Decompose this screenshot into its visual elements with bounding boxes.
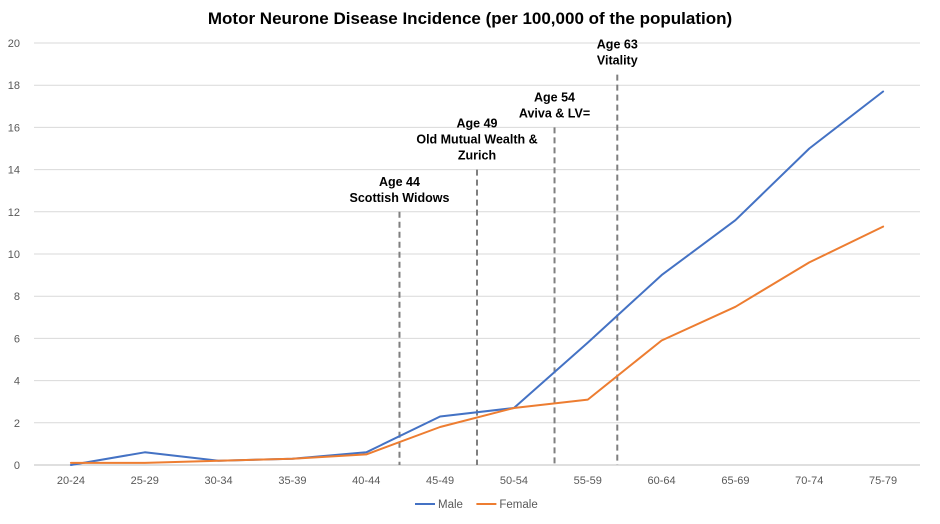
y-tick-label: 12 (8, 207, 20, 219)
y-tick-label: 14 (8, 165, 20, 177)
legend-label: Male (438, 499, 463, 511)
x-tick-label: 35-39 (278, 475, 306, 487)
y-tick-label: 0 (14, 460, 20, 472)
y-tick-label: 8 (14, 291, 20, 303)
annotation-label: Scottish Widows (350, 191, 450, 205)
series-line-male (69, 90, 885, 466)
series-line-female (69, 225, 885, 464)
y-tick-label: 6 (14, 333, 20, 345)
annotation-label: Vitality (597, 54, 638, 68)
x-tick-label: 50-54 (500, 475, 528, 487)
annotations: Age 44 Scottish Widows Age 49 Old Mutual We… (350, 38, 638, 465)
y-axis-ticks: 0 2 4 6 8 10 12 14 16 18 20 (8, 38, 20, 472)
annotation-label: Old Mutual Wealth & (416, 133, 537, 147)
chart-title: Motor Neurone Disease Incidence (per 100… (208, 9, 732, 28)
x-tick-label: 70-74 (795, 475, 823, 487)
x-tick-label: 60-64 (648, 475, 676, 487)
series-lines (69, 90, 885, 466)
y-tick-label: 10 (8, 249, 20, 261)
annotation-label: Age 63 (597, 38, 638, 52)
annotation-label: Age 49 (457, 117, 498, 131)
annotation-label: Zurich (458, 149, 496, 163)
y-tick-label: 18 (8, 80, 20, 92)
y-tick-label: 20 (8, 38, 20, 50)
x-tick-label: 65-69 (721, 475, 749, 487)
x-tick-label: 45-49 (426, 475, 454, 487)
y-tick-label: 16 (8, 122, 20, 134)
x-tick-label: 55-59 (574, 475, 602, 487)
x-tick-label: 75-79 (869, 475, 897, 487)
annotation-label: Age 44 (379, 175, 420, 189)
x-tick-label: 20-24 (57, 475, 85, 487)
y-tick-label: 4 (14, 376, 20, 388)
x-axis-ticks: 20-24 25-29 30-34 35-39 40-44 45-49 50-54 55-59… (57, 475, 897, 487)
legend-label: Female (499, 499, 537, 511)
annotation-label: Age 54 (534, 90, 575, 104)
x-tick-label: 40-44 (352, 475, 380, 487)
y-tick-label: 2 (14, 418, 20, 430)
x-tick-label: 30-34 (205, 475, 233, 487)
legend: Male Female (415, 499, 538, 511)
x-tick-label: 25-29 (131, 475, 159, 487)
annotation-label: Aviva & LV= (519, 106, 590, 120)
